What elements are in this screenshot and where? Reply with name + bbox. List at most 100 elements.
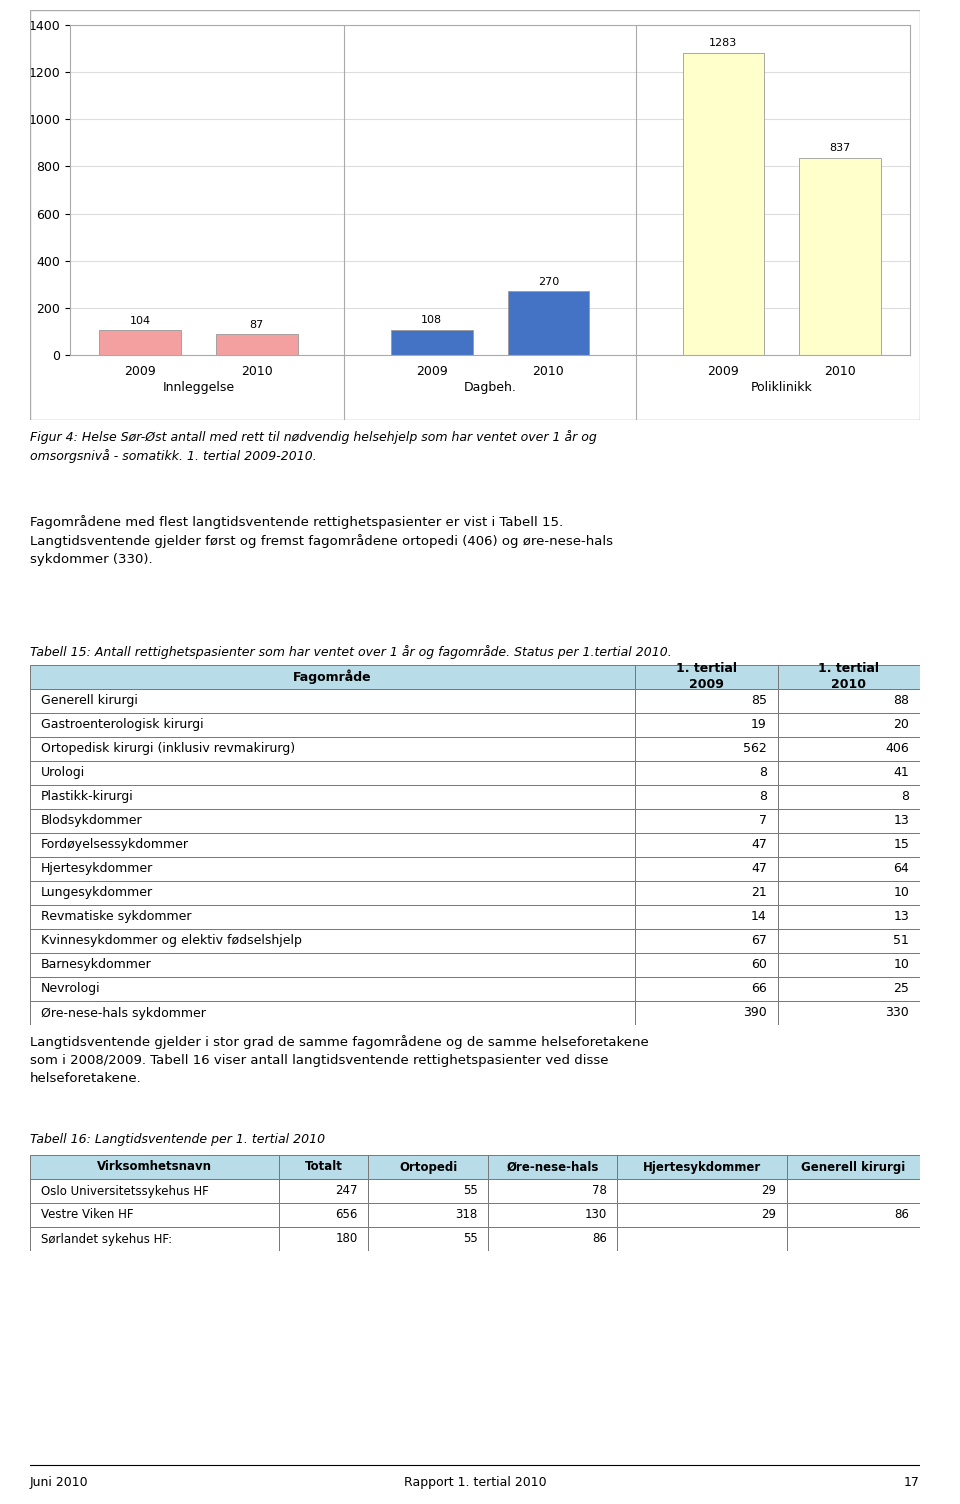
FancyBboxPatch shape: [786, 1179, 920, 1203]
Bar: [216, 334, 298, 355]
FancyBboxPatch shape: [636, 929, 778, 954]
FancyBboxPatch shape: [636, 881, 778, 905]
FancyBboxPatch shape: [30, 713, 636, 737]
Text: 25: 25: [894, 982, 909, 996]
Text: 318: 318: [455, 1209, 478, 1221]
Bar: [391, 329, 472, 355]
FancyBboxPatch shape: [30, 665, 636, 689]
Text: 17: 17: [904, 1477, 920, 1489]
FancyBboxPatch shape: [30, 785, 636, 809]
Text: 130: 130: [585, 1209, 607, 1221]
Text: 41: 41: [894, 767, 909, 779]
Text: 108: 108: [421, 316, 443, 325]
Text: 14: 14: [751, 910, 767, 923]
Text: 10: 10: [894, 958, 909, 972]
Text: Ortopedisk kirurgi (inklusiv revmakirurg): Ortopedisk kirurgi (inklusiv revmakirurg…: [40, 743, 295, 755]
FancyBboxPatch shape: [617, 1179, 786, 1203]
FancyBboxPatch shape: [279, 1155, 369, 1179]
Text: Fagområde: Fagområde: [294, 669, 372, 684]
Text: 837: 837: [829, 143, 851, 153]
Text: Lungesykdommer: Lungesykdommer: [40, 886, 153, 899]
Text: Plastikk-kirurgi: Plastikk-kirurgi: [40, 791, 133, 803]
Text: 86: 86: [592, 1232, 607, 1245]
FancyBboxPatch shape: [489, 1227, 617, 1251]
Text: 21: 21: [751, 886, 767, 899]
Text: Hjertesykdommer: Hjertesykdommer: [40, 862, 153, 875]
Text: Fagområdene med flest langtidsventende rettighetspasienter er vist i Tabell 15.
: Fagområdene med flest langtidsventende r…: [30, 514, 613, 567]
Text: Øre-nese-hals sykdommer: Øre-nese-hals sykdommer: [40, 1006, 205, 1020]
FancyBboxPatch shape: [489, 1155, 617, 1179]
FancyBboxPatch shape: [778, 665, 920, 689]
FancyBboxPatch shape: [617, 1203, 786, 1227]
Text: Dagbeh.: Dagbeh.: [464, 381, 516, 394]
FancyBboxPatch shape: [30, 881, 636, 905]
Text: 47: 47: [751, 862, 767, 875]
Text: 64: 64: [894, 862, 909, 875]
FancyBboxPatch shape: [279, 1227, 369, 1251]
Text: Figur 4: Helse Sør-Øst antall med rett til nødvendig helsehjelp som har ventet o: Figur 4: Helse Sør-Øst antall med rett t…: [30, 430, 597, 463]
FancyBboxPatch shape: [636, 954, 778, 978]
FancyBboxPatch shape: [786, 1227, 920, 1251]
Text: 656: 656: [335, 1209, 357, 1221]
Text: Fordøyelsessykdommer: Fordøyelsessykdommer: [40, 839, 189, 851]
FancyBboxPatch shape: [30, 1179, 279, 1203]
FancyBboxPatch shape: [636, 1002, 778, 1026]
Text: Tabell 15: Antall rettighetspasienter som har ventet over 1 år og fagområde. Sta: Tabell 15: Antall rettighetspasienter so…: [30, 645, 672, 659]
Bar: [99, 331, 180, 355]
Text: 247: 247: [335, 1185, 357, 1197]
FancyBboxPatch shape: [636, 833, 778, 857]
FancyBboxPatch shape: [30, 954, 636, 978]
FancyBboxPatch shape: [30, 1227, 279, 1251]
FancyBboxPatch shape: [279, 1179, 369, 1203]
FancyBboxPatch shape: [30, 1002, 636, 1026]
Text: 87: 87: [250, 320, 264, 331]
Text: 19: 19: [751, 719, 767, 731]
FancyBboxPatch shape: [636, 857, 778, 881]
Text: 1. tertial
2009: 1. tertial 2009: [676, 662, 737, 692]
Text: 20: 20: [894, 719, 909, 731]
FancyBboxPatch shape: [369, 1203, 489, 1227]
Text: 104: 104: [130, 316, 151, 326]
FancyBboxPatch shape: [636, 761, 778, 785]
Text: Blodsykdommer: Blodsykdommer: [40, 815, 142, 827]
Text: Virksomhetsnavn: Virksomhetsnavn: [97, 1161, 212, 1173]
FancyBboxPatch shape: [30, 905, 636, 929]
Text: 10: 10: [894, 886, 909, 899]
Text: 60: 60: [751, 958, 767, 972]
FancyBboxPatch shape: [778, 905, 920, 929]
Text: Barnesykdommer: Barnesykdommer: [40, 958, 152, 972]
Text: 8: 8: [759, 791, 767, 803]
Text: 85: 85: [751, 695, 767, 707]
Text: Langtidsventende gjelder i stor grad de samme fagområdene og de samme helseforet: Langtidsventende gjelder i stor grad de …: [30, 1035, 649, 1084]
FancyBboxPatch shape: [778, 1002, 920, 1026]
FancyBboxPatch shape: [30, 809, 636, 833]
FancyBboxPatch shape: [778, 761, 920, 785]
FancyBboxPatch shape: [778, 833, 920, 857]
FancyBboxPatch shape: [636, 689, 778, 713]
Text: 13: 13: [894, 910, 909, 923]
Text: Innleggelse: Innleggelse: [162, 381, 234, 394]
FancyBboxPatch shape: [778, 978, 920, 1002]
FancyBboxPatch shape: [778, 857, 920, 881]
Text: Rapport 1. tertial 2010: Rapport 1. tertial 2010: [404, 1477, 546, 1489]
FancyBboxPatch shape: [279, 1203, 369, 1227]
FancyBboxPatch shape: [30, 978, 636, 1002]
Text: Ortopedi: Ortopedi: [399, 1161, 457, 1173]
FancyBboxPatch shape: [636, 978, 778, 1002]
Text: 8: 8: [901, 791, 909, 803]
Text: Hjertesykdommer: Hjertesykdommer: [643, 1161, 761, 1173]
FancyBboxPatch shape: [30, 1155, 279, 1179]
Text: Nevrologi: Nevrologi: [40, 982, 100, 996]
FancyBboxPatch shape: [30, 1203, 279, 1227]
Text: 55: 55: [463, 1232, 478, 1245]
FancyBboxPatch shape: [636, 809, 778, 833]
Text: 88: 88: [894, 695, 909, 707]
Text: Generell kirurgi: Generell kirurgi: [40, 695, 137, 707]
FancyBboxPatch shape: [636, 785, 778, 809]
FancyBboxPatch shape: [778, 785, 920, 809]
FancyBboxPatch shape: [786, 1203, 920, 1227]
Text: Øre-nese-hals: Øre-nese-hals: [507, 1161, 599, 1173]
FancyBboxPatch shape: [778, 713, 920, 737]
Text: 7: 7: [759, 815, 767, 827]
FancyBboxPatch shape: [489, 1179, 617, 1203]
